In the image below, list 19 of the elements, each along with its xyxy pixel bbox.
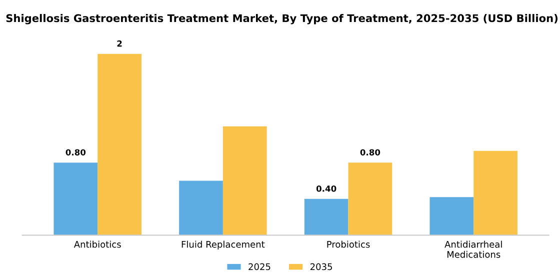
bar	[54, 162, 98, 236]
legend-label: 2025	[248, 263, 270, 270]
bar	[430, 197, 474, 236]
chart-title: Shigellosis Gastroenteritis Treatment Market, By Type of Treatment, 2025-2035 (USD Billion)	[6, 14, 558, 24]
x-tick-label: Probiotics	[327, 240, 370, 248]
x-tick-label: Antibiotics	[74, 240, 121, 248]
x-tick-label: Fluid Replacement	[182, 240, 265, 250]
legend-label: 2035	[310, 263, 332, 270]
bar	[474, 150, 518, 236]
data-label: 2	[117, 40, 122, 47]
bar	[348, 162, 392, 236]
data-label: 0.80	[360, 149, 380, 156]
data-label: 0.80	[66, 149, 86, 156]
bar	[304, 198, 348, 236]
bar	[98, 54, 142, 236]
bar	[222, 126, 267, 236]
bar	[179, 180, 223, 236]
x-tick-label: Antidiarrheal Medications	[444, 240, 502, 258]
data-label: 0.40	[316, 185, 336, 192]
